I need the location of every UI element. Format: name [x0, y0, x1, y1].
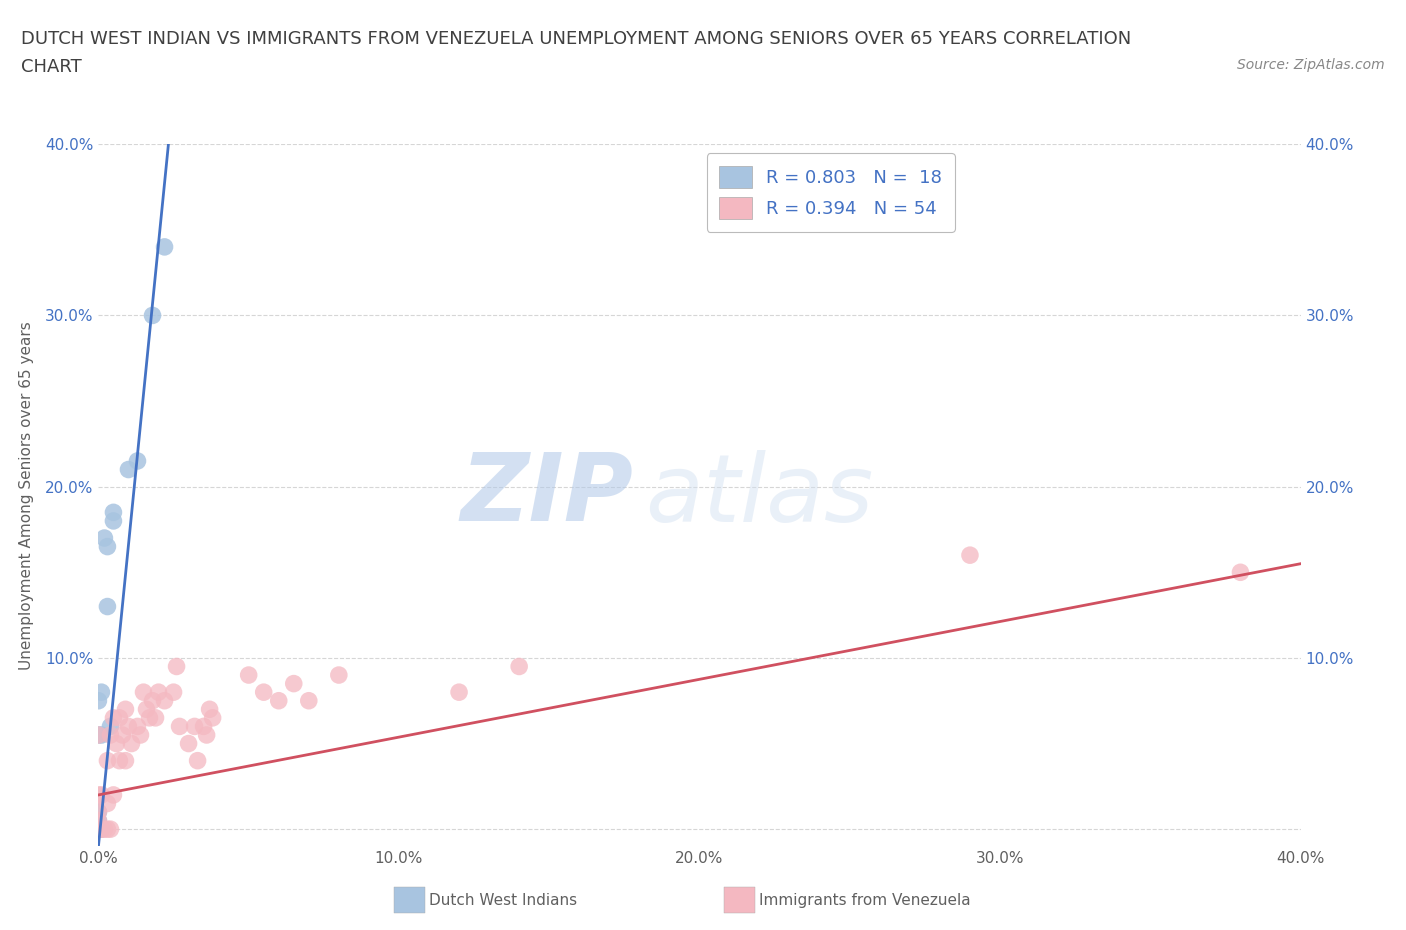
- Point: [93, 822, 115, 837]
- Point: [148, 684, 170, 699]
- Point: [198, 702, 221, 717]
- Point: [103, 788, 125, 803]
- Point: [87, 727, 110, 742]
- Point: [253, 684, 276, 699]
- Point: [238, 668, 260, 683]
- Text: Immigrants from Venezuela: Immigrants from Venezuela: [759, 893, 972, 908]
- Legend: R = 0.803   N =  18, R = 0.394   N = 54: R = 0.803 N = 18, R = 0.394 N = 54: [707, 153, 955, 232]
- Point: [145, 711, 167, 725]
- Text: ZIP: ZIP: [461, 449, 633, 541]
- Point: [87, 822, 110, 837]
- Point: [508, 659, 530, 674]
- Point: [87, 693, 110, 708]
- Point: [96, 539, 118, 554]
- Point: [117, 719, 139, 734]
- Point: [959, 548, 981, 563]
- Point: [193, 719, 215, 734]
- Point: [87, 804, 110, 819]
- Point: [87, 822, 110, 837]
- Point: [328, 668, 350, 683]
- Text: atlas: atlas: [645, 450, 873, 540]
- Text: DUTCH WEST INDIAN VS IMMIGRANTS FROM VENEZUELA UNEMPLOYMENT AMONG SENIORS OVER 6: DUTCH WEST INDIAN VS IMMIGRANTS FROM VEN…: [21, 30, 1132, 47]
- Point: [96, 822, 118, 837]
- Point: [96, 753, 118, 768]
- Point: [108, 711, 131, 725]
- Point: [90, 822, 112, 837]
- Point: [153, 693, 176, 708]
- Point: [87, 822, 110, 837]
- Point: [187, 753, 209, 768]
- Point: [90, 684, 112, 699]
- Point: [87, 813, 110, 828]
- Point: [105, 737, 128, 751]
- Point: [103, 711, 125, 725]
- Point: [201, 711, 224, 725]
- Point: [100, 822, 122, 837]
- Point: [166, 659, 188, 674]
- Point: [129, 727, 152, 742]
- Point: [132, 684, 155, 699]
- Text: CHART: CHART: [21, 58, 82, 75]
- Point: [103, 513, 125, 528]
- Point: [138, 711, 160, 725]
- Point: [141, 693, 163, 708]
- Point: [114, 702, 136, 717]
- Point: [87, 727, 110, 742]
- Point: [114, 753, 136, 768]
- Point: [177, 737, 200, 751]
- Point: [267, 693, 290, 708]
- Point: [298, 693, 321, 708]
- Point: [117, 462, 139, 477]
- Point: [162, 684, 184, 699]
- Point: [90, 788, 112, 803]
- Point: [96, 796, 118, 811]
- Point: [183, 719, 205, 734]
- Point: [121, 737, 143, 751]
- Text: Dutch West Indians: Dutch West Indians: [429, 893, 576, 908]
- Point: [111, 727, 134, 742]
- Point: [127, 454, 149, 469]
- Point: [127, 719, 149, 734]
- Point: [96, 599, 118, 614]
- Point: [1229, 565, 1251, 579]
- Point: [135, 702, 157, 717]
- Point: [93, 531, 115, 546]
- Point: [90, 727, 112, 742]
- Point: [90, 822, 112, 837]
- Point: [108, 753, 131, 768]
- Point: [87, 804, 110, 819]
- Point: [100, 727, 122, 742]
- Point: [447, 684, 470, 699]
- Point: [195, 727, 218, 742]
- Point: [87, 822, 110, 837]
- Point: [87, 813, 110, 828]
- Text: Source: ZipAtlas.com: Source: ZipAtlas.com: [1237, 58, 1385, 72]
- Point: [87, 788, 110, 803]
- Point: [103, 505, 125, 520]
- Point: [141, 308, 163, 323]
- Point: [283, 676, 305, 691]
- Point: [100, 719, 122, 734]
- Point: [153, 239, 176, 254]
- Point: [169, 719, 191, 734]
- Y-axis label: Unemployment Among Seniors over 65 years: Unemployment Among Seniors over 65 years: [18, 321, 34, 670]
